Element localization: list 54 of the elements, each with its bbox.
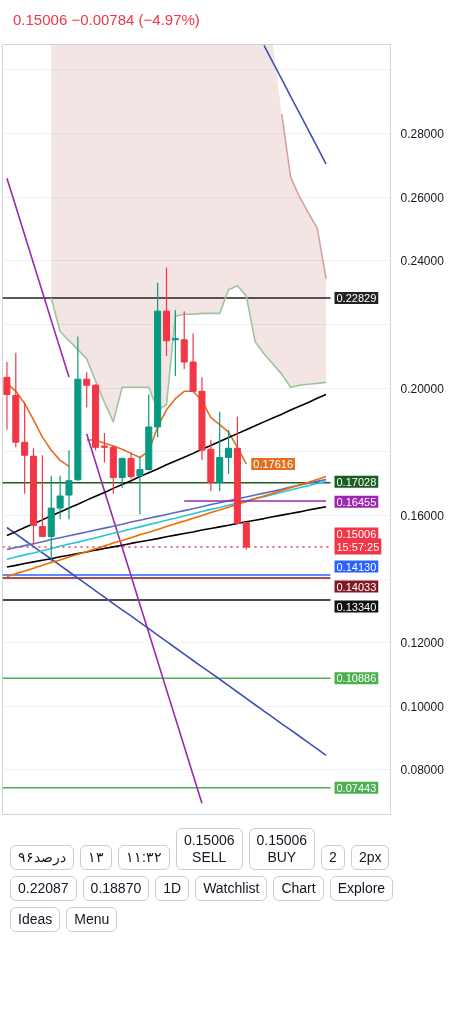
candlestick [38,454,46,538]
candlestick [65,449,73,520]
y-tick-label: 0.12000 [400,636,445,651]
y-tick-label: 0.20000 [400,381,445,396]
candlestick [56,475,64,520]
line-series [263,44,327,165]
candlestick [118,456,126,489]
line-series [50,284,327,423]
candlestick [171,309,179,377]
text: Chart [273,876,324,901]
candlestick [127,451,135,480]
ref-line-label: 0.13340 [336,600,377,613]
text: 0.18870 [82,876,150,901]
text: ۱۳ [80,845,112,870]
text: ۱۱:۳۲ [118,845,170,870]
line-series [6,506,327,568]
candlestick [225,429,233,475]
y-tick-label: 0.24000 [400,254,445,269]
text: ۹۶درصد [10,845,74,870]
data-label: 0.17616 [253,457,294,470]
ref-line-label: 0.14130 [336,560,377,573]
text: 1D [155,876,190,901]
ref-line-label: 0.22829 [336,292,377,305]
candlestick [3,361,11,431]
y-tick-label: 0.28000 [400,127,445,142]
candlestick [136,456,144,515]
text: 0.22087 [10,876,77,901]
data-label: 0.16455 [336,495,377,508]
ref-line-label: 0.17028 [336,475,377,488]
candlestick [180,310,188,370]
text: Ideas [10,907,61,932]
ref-line-label: 0.14033 [336,580,377,593]
candlestick [100,432,108,464]
text: 2 [321,845,345,870]
line-series [6,526,327,757]
chart-subtitle: 0.15006 −0.00784 (−4.97%) [13,10,200,30]
y-tick-label: 0.26000 [400,190,445,205]
ref-line-label: 0.07443 [336,781,377,794]
y-tick-label: 0.08000 [400,763,445,778]
ref-line-label: 0.15006 15:57:25 [336,527,380,553]
text: Menu [66,907,118,932]
text: 0.15006 BUY [248,828,316,870]
line-series [6,475,327,578]
candlestick [83,371,91,409]
text: Explore [329,876,394,901]
y-tick-label: 0.10000 [400,699,445,714]
text: Watchlist [195,876,268,901]
text: 0.15006 SELL [175,828,243,870]
ref-line-label: 0.10886 [336,672,377,685]
candlestick [21,401,29,495]
text: 2px [350,845,390,870]
y-tick-label: 0.16000 [400,508,445,523]
line-series [280,113,327,280]
line-series [6,393,327,537]
